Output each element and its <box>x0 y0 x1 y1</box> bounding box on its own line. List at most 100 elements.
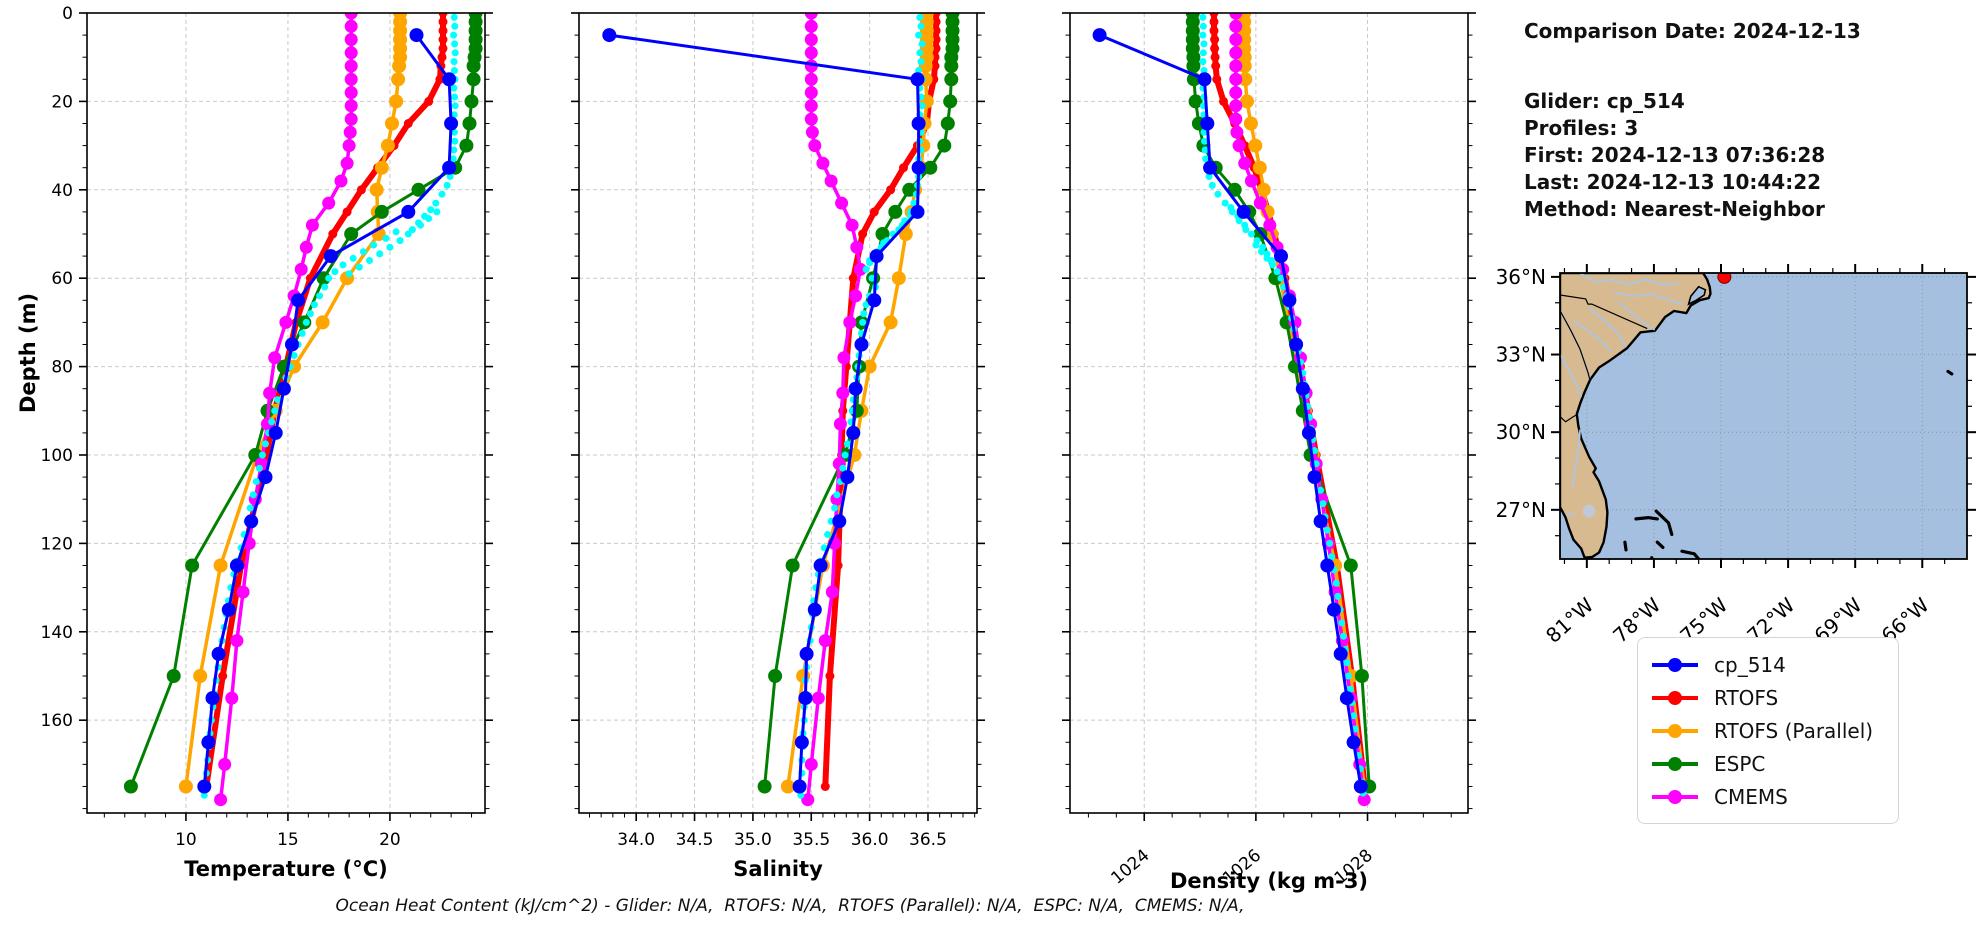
depth-tick: 80 <box>51 358 73 378</box>
density-frame <box>1069 12 1469 814</box>
legend-item-rtofs: RTOFS <box>1650 681 1884 714</box>
legend-line-marker-swatch <box>1652 789 1698 804</box>
series-cmems <box>801 13 867 807</box>
salinity-ticks <box>571 12 985 821</box>
map-river <box>1560 354 1582 398</box>
density-xtick: 1024 <box>1107 846 1153 889</box>
salinity-xtick: 34.5 <box>676 830 714 850</box>
map-frame <box>1559 272 1968 560</box>
legend: cp_514 RTOFS RTOFS (Parallel) ESPC CMEMS <box>1637 637 1899 824</box>
map-lat-label: 33°N <box>1496 343 1546 367</box>
salinity-xtick: 36.5 <box>909 830 947 850</box>
temperature-xtick: 15 <box>277 830 299 850</box>
map-river <box>1579 273 1679 286</box>
map-border <box>1560 294 1648 330</box>
map-lake <box>1582 504 1596 518</box>
depth-axis-label: Depth (m) <box>16 292 40 413</box>
series-rtofs-parallel- <box>178 13 408 794</box>
temperature-grid <box>87 13 485 813</box>
salinity-frame <box>578 12 978 814</box>
salinity-series <box>602 13 960 807</box>
series-glider-raw <box>1199 13 1367 797</box>
series-cp-514 <box>602 28 926 794</box>
map-river <box>1572 320 1613 353</box>
info-panel: Comparison Date: 2024-12-13 Glider: cp_5… <box>1524 18 1861 223</box>
comparison-date: Comparison Date: 2024-12-13 <box>1524 19 1861 43</box>
map-lat-label: 30°N <box>1496 420 1546 444</box>
depth-tick: 40 <box>51 181 73 201</box>
map-land <box>1560 273 1712 559</box>
map-island <box>1634 515 1659 521</box>
info-method: Method: Nearest-Neighbor <box>1524 197 1825 221</box>
map-island <box>1654 509 1674 536</box>
map-border <box>1560 413 1579 423</box>
density-xlabel: Density (kg m-3) <box>1170 869 1368 893</box>
salinity-xtick: 35.5 <box>792 830 830 850</box>
map-river <box>1613 291 1684 305</box>
series-cp-514 <box>197 28 459 794</box>
map-lat-label: 27°N <box>1496 498 1546 522</box>
salinity-grid <box>579 13 977 813</box>
density-grid <box>1070 13 1468 813</box>
legend-line-marker-swatch <box>1652 690 1698 705</box>
temperature-panel: 10 15 20 0 20 40 60 80 100 120 140 160 Temperature (… <box>41 4 493 881</box>
map-island <box>1946 369 1954 376</box>
legend-item-cp-514: cp_514 <box>1650 648 1884 681</box>
map-border <box>1560 310 1591 380</box>
depth-tick: 20 <box>51 92 73 112</box>
map-panel: 36°N33°N30°N27°N81°W 78°W 75°W 72°W 69°W 66°W <box>1496 264 1976 648</box>
map-lon-label: 81°W <box>1541 593 1598 648</box>
legend-line-marker-swatch <box>1652 723 1698 738</box>
info-profiles: Profiles: 3 <box>1524 116 1639 140</box>
temperature-xlabel: Temperature (°C) <box>184 857 387 881</box>
series-cmems <box>214 13 358 807</box>
salinity-xlabel: Salinity <box>733 857 823 881</box>
map-lat-label: 36°N <box>1496 265 1546 289</box>
legend-line-marker-swatch <box>1652 657 1698 672</box>
depth-tick: 120 <box>41 534 73 554</box>
map-river <box>1571 429 1581 487</box>
depth-tick: 160 <box>41 711 73 731</box>
legend-item-cmems: CMEMS <box>1650 780 1884 813</box>
salinity-xtick: 36.0 <box>851 830 889 850</box>
info-glider: Glider: cp_514 <box>1524 89 1685 113</box>
salinity-xtick: 34.0 <box>617 830 655 850</box>
depth-tick: 60 <box>51 269 73 289</box>
map-island <box>1655 540 1665 549</box>
legend-line-marker-swatch <box>1652 756 1698 771</box>
density-series <box>1092 13 1377 807</box>
map-island <box>1623 540 1628 552</box>
temperature-series <box>123 13 483 807</box>
map-river <box>1566 511 1575 518</box>
info-last: Last: 2024-12-13 10:44:22 <box>1524 170 1822 194</box>
temperature-ticks <box>79 12 493 821</box>
series-rtofs <box>201 13 448 791</box>
map-river <box>1588 307 1627 348</box>
legend-label: CMEMS <box>1714 784 1788 809</box>
salinity-panel: 34.0 34.5 35.0 35.5 36.0 36.5 Salinity <box>571 12 985 881</box>
series-espc <box>123 13 483 794</box>
legend-label: ESPC <box>1714 751 1766 776</box>
density-ticks <box>1062 12 1476 821</box>
series-cp-514 <box>1092 28 1368 794</box>
temperature-frame <box>86 12 486 814</box>
legend-item-rtofs-parallel-: RTOFS (Parallel) <box>1650 714 1884 747</box>
map-river <box>1617 300 1656 331</box>
info-first: First: 2024-12-13 07:36:28 <box>1524 143 1826 167</box>
map-sound <box>1687 285 1707 306</box>
legend-label: RTOFS <box>1714 685 1779 710</box>
depth-tick: 0 <box>62 4 73 24</box>
legend-item-espc: ESPC <box>1650 747 1884 780</box>
depth-tick: 140 <box>41 623 73 643</box>
temperature-xtick: 10 <box>175 830 197 850</box>
temperature-xtick: 20 <box>379 830 401 850</box>
depth-tick: 100 <box>41 446 73 466</box>
map-ticks <box>1551 264 1976 568</box>
ohc-caption: Ocean Heat Content (kJ/cm^2) - Glider: N… <box>335 896 1245 916</box>
legend-label: RTOFS (Parallel) <box>1714 718 1874 743</box>
salinity-xtick: 35.0 <box>734 830 772 850</box>
series-glider-raw <box>200 13 459 799</box>
glider-position-marker <box>1717 273 1732 284</box>
